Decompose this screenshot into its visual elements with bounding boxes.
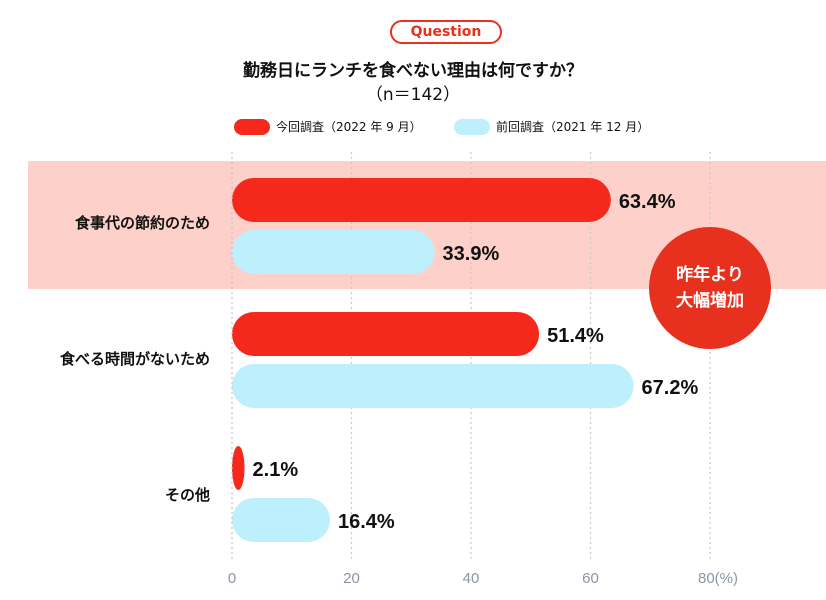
question-badge: Question [390, 20, 502, 44]
bar-previous [232, 364, 634, 408]
sample-size: （n＝142） [365, 85, 461, 105]
category-label-other: その他 [164, 486, 210, 504]
x-tick-label: 80(%) [698, 570, 738, 587]
category-label-no-time: 食べる時間がないため [59, 350, 210, 368]
x-tick-label: 0 [228, 570, 236, 587]
bar-current [232, 178, 611, 222]
data-label: 16.4% [338, 511, 395, 533]
callout-line-1: 昨年より [676, 265, 744, 285]
x-tick-label: 40 [463, 570, 480, 587]
data-label: 63.4% [619, 191, 676, 213]
x-tick-label: 20 [343, 570, 360, 587]
increase-callout: 昨年より 大幅増加 [649, 227, 771, 349]
x-tick-label: 60 [582, 570, 599, 587]
category-label-saving: 食事代の節約のため [74, 214, 210, 232]
chart-title: 勤務日にランチを食べない理由は何ですか？ [243, 61, 583, 81]
legend-swatch-current [234, 118, 270, 135]
legend-swatch-previous [454, 118, 490, 135]
bar-current [232, 446, 245, 490]
bar-previous [232, 498, 330, 542]
legend-label-current: 今回調査（2022 年 9 月） [276, 120, 422, 134]
legend-label-previous: 前回調査（2021 年 12 月） [496, 120, 650, 134]
data-label: 67.2% [642, 377, 699, 399]
legend-current: 今回調査（2022 年 9 月） [234, 118, 422, 135]
bar-current [232, 312, 540, 356]
legend-previous: 前回調査（2021 年 12 月） [454, 118, 649, 135]
callout-line-2: 大幅増加 [676, 291, 744, 311]
data-label: 51.4% [547, 325, 604, 347]
bar-previous [232, 230, 435, 274]
data-label: 2.1% [253, 459, 299, 481]
data-label: 33.9% [443, 243, 500, 265]
